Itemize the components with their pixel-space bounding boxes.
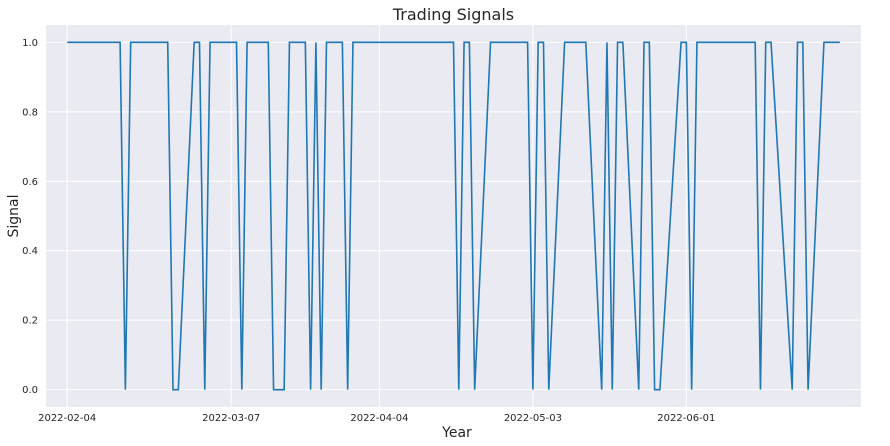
y-tick-label: 0.2 bbox=[22, 316, 38, 327]
x-axis-label: Year bbox=[441, 425, 472, 441]
signal-line bbox=[67, 41, 840, 391]
series-layer bbox=[67, 41, 840, 391]
x-tick-label: 2022-02-04 bbox=[38, 413, 96, 424]
y-tick-label: 0.0 bbox=[22, 385, 38, 396]
x-tick-labels: 2022-02-04 2022-03-07 2022-04-04 2022-05-03… bbox=[38, 413, 715, 424]
y-tick-label: 0.6 bbox=[22, 177, 38, 188]
x-tick-label: 2022-04-04 bbox=[350, 413, 408, 424]
y-axis-label: Signal bbox=[6, 194, 22, 237]
x-tick-label: 2022-03-07 bbox=[202, 413, 260, 424]
x-tick-label: 2022-06-01 bbox=[657, 413, 715, 424]
x-tick-label: 2022-05-03 bbox=[504, 413, 562, 424]
y-tick-label: 0.8 bbox=[22, 107, 38, 118]
chart-title: Trading Signals bbox=[392, 5, 514, 24]
y-tick-labels: 0.0 0.2 0.4 0.6 0.8 1.0 bbox=[22, 38, 38, 396]
y-tick-label: 0.4 bbox=[22, 246, 38, 257]
y-tick-label: 1.0 bbox=[22, 38, 38, 49]
